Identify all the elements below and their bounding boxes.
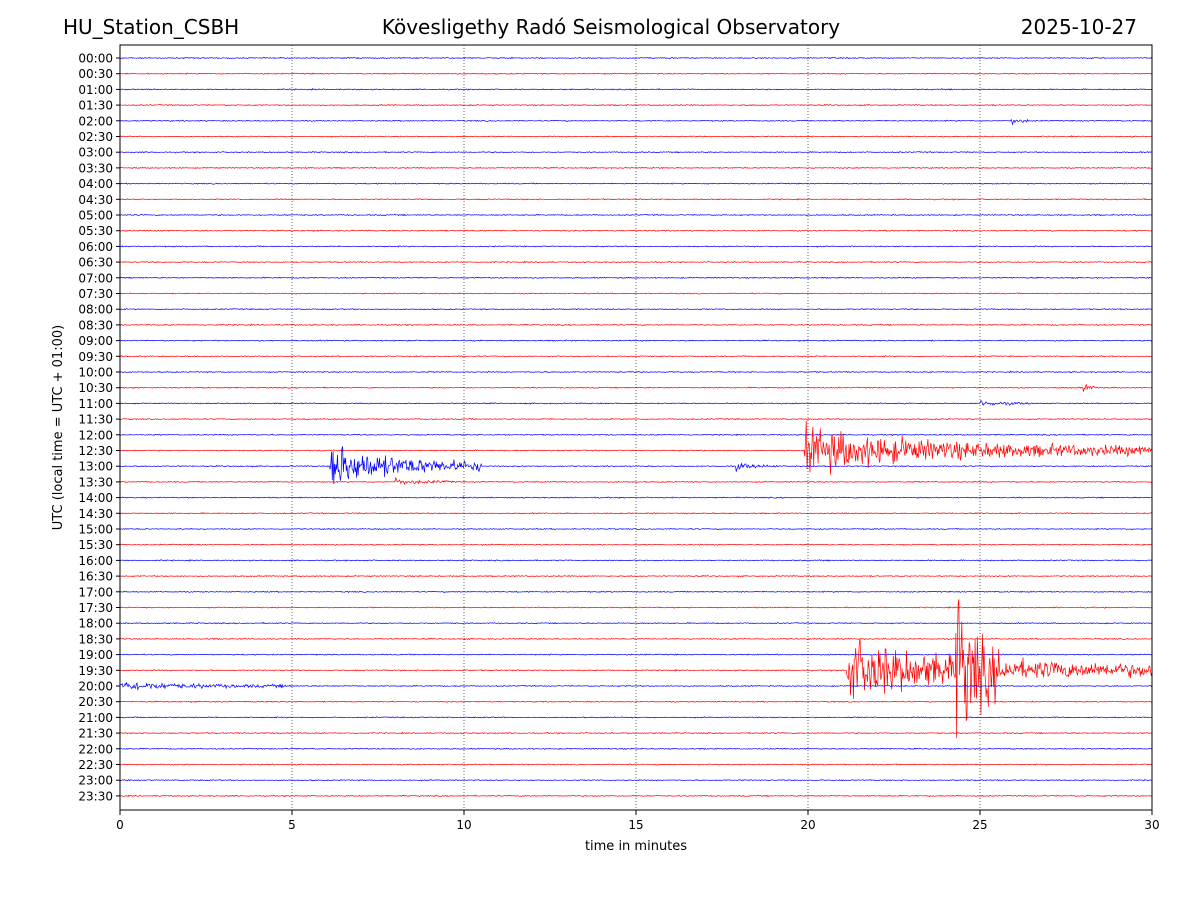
row-tick-label: 15:30: [78, 538, 113, 552]
row-tick-label: 13:30: [78, 475, 113, 489]
trace-1130: [119, 417, 1153, 421]
row-tick-label: 12:30: [78, 444, 113, 458]
row-tick-label: 13:00: [78, 460, 113, 474]
row-tick-label: 04:00: [78, 177, 113, 191]
trace-0100: [119, 87, 1153, 91]
figure-header: HU_Station_CSBH Kövesligethy Radó Seismo…: [0, 0, 1200, 44]
trace-0830: [119, 323, 1153, 327]
trace-0030: [119, 72, 1153, 75]
row-tick-label: 22:30: [78, 758, 113, 772]
row-tick-label: 16:30: [78, 570, 113, 584]
row-tick-label: 00:30: [78, 67, 113, 81]
x-tick-label: 25: [972, 818, 987, 832]
x-tick-label: 20: [800, 818, 815, 832]
row-tick-label: 04:30: [78, 193, 113, 207]
row-tick-label: 23:30: [78, 789, 113, 803]
row-tick-label: 12:00: [78, 428, 113, 442]
x-tick-label: 0: [116, 818, 124, 832]
row-tick-label: 07:30: [78, 287, 113, 301]
row-tick-label: 06:30: [78, 256, 113, 270]
row-tick-label: 05:30: [78, 224, 113, 238]
row-tick-label: 09:00: [78, 334, 113, 348]
trace-0230: [119, 135, 1153, 138]
row-tick-label: 08:00: [78, 303, 113, 317]
trace-2000: [119, 681, 1153, 691]
row-tick-label: 22:00: [78, 742, 113, 756]
trace-0500: [119, 213, 1153, 217]
row-tick-label: 15:00: [78, 523, 113, 537]
row-tick-label: 14:00: [78, 491, 113, 505]
row-tick-label: 21:30: [78, 727, 113, 741]
row-tick-label: 18:00: [78, 617, 113, 631]
row-tick-label: 10:00: [78, 366, 113, 380]
trace-1530: [119, 543, 1153, 546]
row-tick-label: 21:00: [78, 711, 113, 725]
trace-1600: [119, 558, 1153, 562]
row-tick-label: 05:00: [78, 209, 113, 223]
row-tick-label: 11:30: [78, 413, 113, 427]
trace-1400: [119, 496, 1153, 499]
row-tick-label: 09:30: [78, 350, 113, 364]
trace-1330: [119, 476, 1153, 486]
x-axis-ticks: 0 5 10 15 20 25 30: [116, 810, 1160, 832]
trace-1730: [119, 606, 1153, 609]
row-tick-label: 17:00: [78, 585, 113, 599]
x-tick-label: 30: [1144, 818, 1159, 832]
trace-0430: [119, 197, 1153, 201]
trace-1830: [119, 637, 1153, 641]
x-axis-label: time in minutes: [585, 839, 687, 854]
row-tick-label: 19:30: [78, 664, 113, 678]
trace-2030: [119, 700, 1153, 703]
row-tick-label: 00:00: [78, 52, 113, 66]
row-tick-label: 08:30: [78, 318, 113, 332]
trace-0900: [119, 339, 1153, 342]
vertical-gridlines: [291, 45, 981, 810]
x-tick-label: 5: [288, 818, 296, 832]
row-tick-label: 11:00: [78, 397, 113, 411]
row-tick-label: 01:00: [78, 83, 113, 97]
trace-0730: [119, 292, 1153, 295]
trace-2230: [119, 763, 1153, 766]
row-tick-label: 14:30: [78, 507, 113, 521]
station-name: HU_Station_CSBH: [63, 15, 240, 39]
row-tick-label: 20:30: [78, 695, 113, 709]
row-tick-label: 18:30: [78, 632, 113, 646]
row-tick-label: 06:00: [78, 240, 113, 254]
trace-0700: [119, 276, 1153, 280]
observatory-title: Kövesligethy Radó Seismological Observat…: [381, 15, 841, 39]
row-tick-label: 20:00: [78, 680, 113, 694]
trace-0930: [119, 355, 1153, 358]
trace-1930: [119, 599, 1153, 739]
y-axis-label: UTC (local time = UTC + 01:00): [51, 325, 66, 530]
row-tick-label: 03:30: [78, 161, 113, 175]
x-tick-label: 15: [628, 818, 643, 832]
row-tick-label: 19:00: [78, 648, 113, 662]
row-tick-label: 03:00: [78, 146, 113, 160]
trace-2200: [119, 747, 1153, 751]
trace-0000: [119, 56, 1153, 60]
row-tick-label: 16:00: [78, 554, 113, 568]
row-tick-label: 02:30: [78, 130, 113, 144]
row-tick-label: 01:30: [78, 99, 113, 113]
record-date: 2025-10-27: [1020, 15, 1137, 39]
trace-0300: [119, 150, 1153, 154]
row-tick-label: 17:30: [78, 601, 113, 615]
row-tick-label: 07:00: [78, 271, 113, 285]
x-tick-label: 10: [456, 818, 471, 832]
row-tick-label: 10:30: [78, 381, 113, 395]
trace-1800: [119, 621, 1153, 625]
row-tick-label: 23:00: [78, 774, 113, 788]
row-tick-label: 02:00: [78, 114, 113, 128]
